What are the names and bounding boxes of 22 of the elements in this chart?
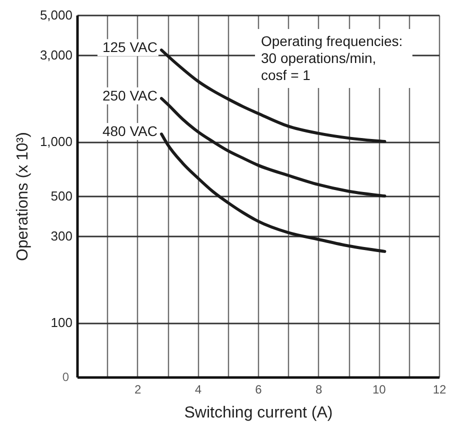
x-tick-label: 2 bbox=[134, 382, 142, 396]
x-tick-label: 12 bbox=[432, 382, 446, 396]
x-tick-label: 4 bbox=[194, 382, 202, 396]
line-series bbox=[160, 132, 386, 253]
y-tick-label: 100 bbox=[50, 315, 72, 330]
series-label: 125 VAC bbox=[102, 39, 158, 56]
line-series bbox=[160, 48, 386, 144]
series-label: 250 VAC bbox=[102, 87, 158, 104]
x-tick-label: 8 bbox=[315, 382, 322, 396]
y-axis-title: Operations (x 10³) bbox=[14, 132, 32, 261]
text: 0 bbox=[62, 370, 70, 384]
line-series bbox=[160, 96, 386, 198]
y-tick-label: 5,000 bbox=[40, 8, 72, 22]
x-axis-title: Switching current (A) bbox=[184, 404, 333, 422]
y-tick-label: 500 bbox=[50, 188, 72, 204]
y-tick-label: 3,000 bbox=[40, 48, 72, 63]
annotation: Operating frequencies: 30 operations/min, cosf = 1 bbox=[261, 33, 403, 83]
series-label: 480 VAC bbox=[102, 123, 158, 140]
x-tick-label: 10 bbox=[372, 382, 386, 396]
y-tick-label: 300 bbox=[50, 228, 72, 244]
x-tick-label: 6 bbox=[255, 382, 262, 396]
y-tick-label: 1,000 bbox=[40, 134, 72, 150]
